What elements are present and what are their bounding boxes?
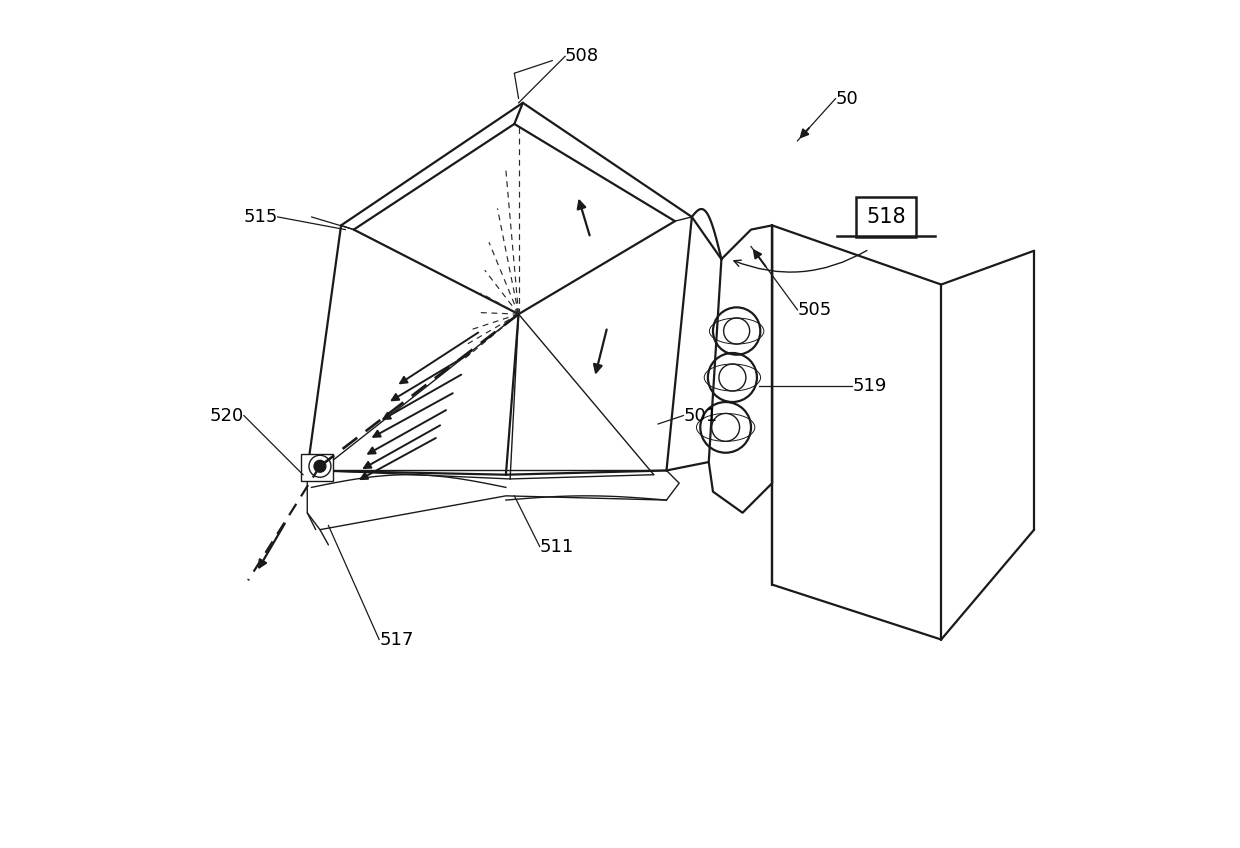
Text: 505: 505 <box>797 301 832 319</box>
Text: 501: 501 <box>683 406 718 425</box>
Text: 518: 518 <box>867 207 906 227</box>
FancyBboxPatch shape <box>301 455 334 482</box>
Text: 520: 520 <box>210 406 244 425</box>
Text: 519: 519 <box>852 377 887 395</box>
Text: 515: 515 <box>243 208 278 226</box>
Text: 50: 50 <box>836 90 858 108</box>
Text: 517: 517 <box>379 631 413 649</box>
Circle shape <box>314 460 326 472</box>
Text: 508: 508 <box>565 47 599 65</box>
Text: 511: 511 <box>539 538 574 555</box>
